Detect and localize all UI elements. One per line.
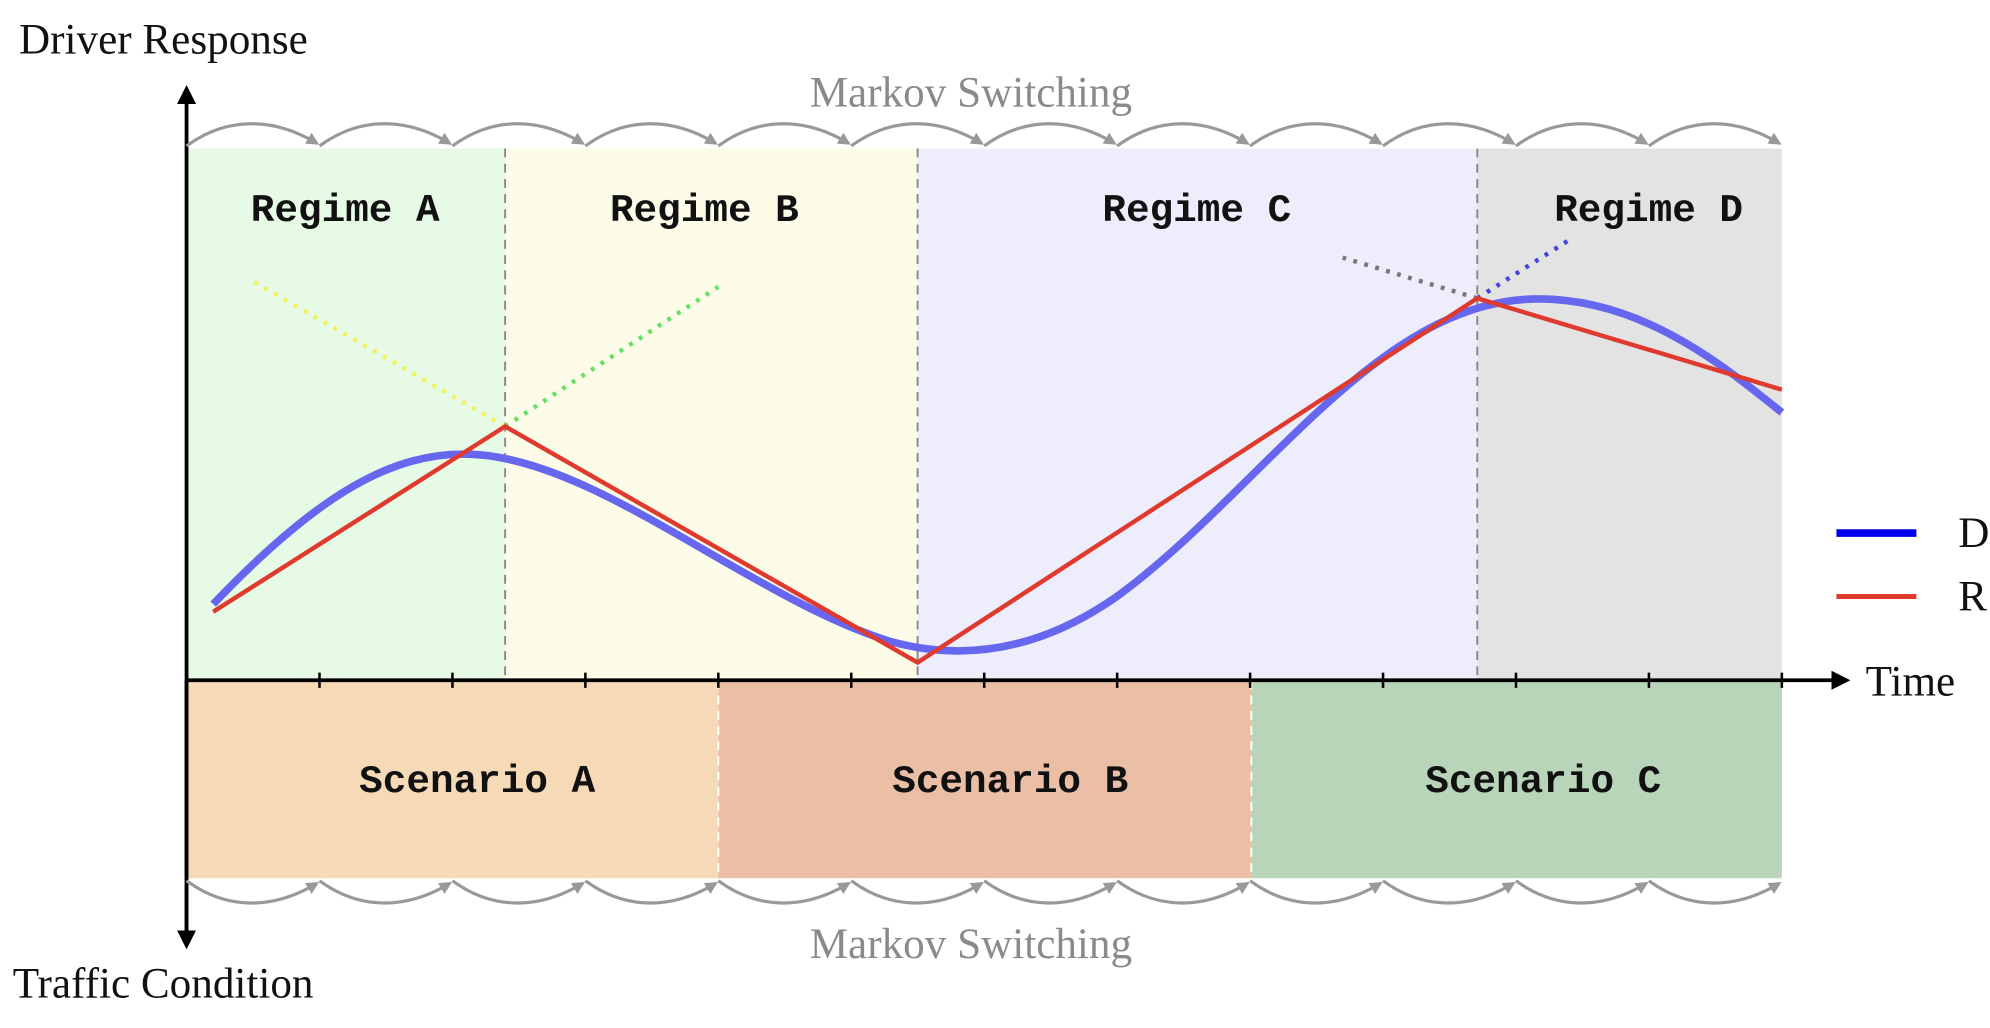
legend-label: D — [1958, 510, 1989, 557]
x-axis-label: Time — [1866, 658, 1956, 705]
regime-band — [1477, 148, 1782, 681]
ticks — [318, 672, 1784, 688]
markov-arc — [1116, 122, 1250, 148]
scenario-band — [1251, 680, 1782, 879]
guides — [252, 239, 1569, 429]
markov-arc — [318, 122, 453, 148]
markov-arc — [983, 122, 1117, 148]
markov-arc — [185, 122, 320, 148]
regime-dividers — [504, 148, 1479, 681]
regime-label: Regime D — [1554, 188, 1743, 233]
markov-label: Markov Switching — [810, 70, 1132, 117]
scenario-label: Scenario A — [359, 759, 595, 804]
markov-arc — [1515, 879, 1649, 905]
markov-arc — [584, 122, 718, 148]
scenario-label: Scenario C — [1425, 759, 1661, 804]
markov-arc — [850, 122, 984, 148]
regime-label: Regime A — [251, 188, 440, 233]
regime-band — [917, 148, 1478, 681]
markov-arc — [983, 879, 1117, 905]
regime-band — [186, 148, 506, 681]
markov-arc — [1116, 879, 1250, 905]
scenario-label: Scenario B — [892, 759, 1128, 804]
scenario-band — [718, 680, 1252, 879]
regime-label: Regime B — [610, 188, 799, 233]
regime-piecewise-line — [212, 295, 1783, 666]
regime-label: Regime C — [1102, 188, 1291, 233]
markov-arc — [451, 879, 586, 905]
markov-arc — [584, 879, 718, 905]
markov-arc — [451, 122, 586, 148]
markov-arc — [717, 122, 851, 148]
markov-arc — [1249, 122, 1383, 148]
y-axis-label: Driver Response — [19, 16, 308, 63]
markov-arc — [185, 879, 320, 905]
scenario-dividers — [717, 680, 1253, 879]
markov-label: Markov Switching — [810, 921, 1132, 968]
markov-arc — [1382, 879, 1516, 905]
markov-arc — [1249, 879, 1383, 905]
markov-arc — [1647, 879, 1782, 905]
markov-arc — [717, 879, 851, 905]
markov-arc — [1382, 122, 1516, 148]
markov-arc — [850, 879, 984, 905]
markov-arcs — [185, 122, 1782, 905]
legend-label: R — [1958, 573, 1987, 620]
markov-arc — [1647, 122, 1782, 148]
scenario-band — [186, 680, 719, 879]
markov-arc — [1515, 122, 1649, 148]
regime-band — [505, 148, 918, 681]
markov-arc — [318, 879, 453, 905]
y-axis-label-bottom: Traffic Condition — [13, 961, 314, 1008]
